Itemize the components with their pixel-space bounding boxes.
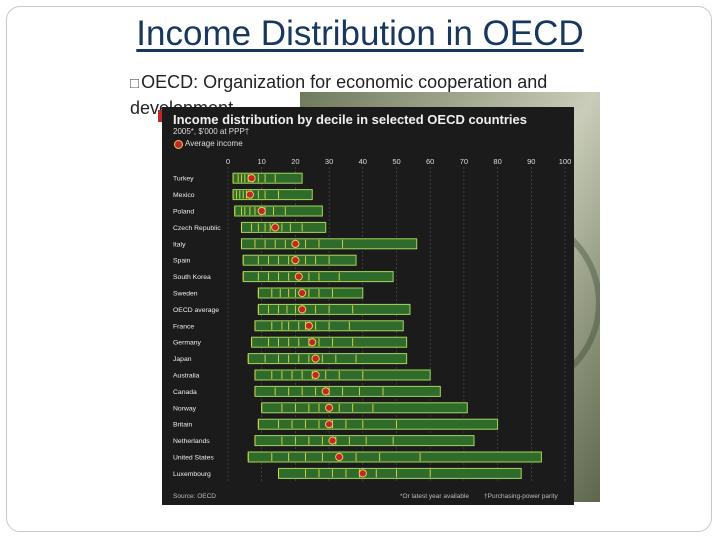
red-tab-marker <box>158 110 162 122</box>
income-bar <box>257 303 411 315</box>
income-bar <box>242 271 394 283</box>
x-tick-label: 60 <box>426 157 434 166</box>
chart-subtitle: 2005*, $'000 at PPP† <box>173 127 250 136</box>
income-bar <box>257 287 364 299</box>
income-bar <box>261 402 468 414</box>
x-tick-label: 0 <box>226 157 230 166</box>
average-income-marker <box>311 354 320 363</box>
country-label: Norway <box>173 405 197 412</box>
x-tick-label: 90 <box>527 157 535 166</box>
country-label: France <box>173 323 194 330</box>
country-label: Turkey <box>173 176 194 183</box>
income-bar <box>232 172 303 184</box>
average-income-marker <box>311 370 320 380</box>
average-income-marker <box>358 469 367 478</box>
bullet-glyph: □ <box>130 75 140 92</box>
average-income-marker <box>298 288 307 298</box>
income-bar <box>242 254 357 266</box>
average-income-marker <box>294 272 303 281</box>
income-bar <box>234 205 323 217</box>
country-label: Spain <box>173 258 191 265</box>
income-bar <box>247 451 542 463</box>
average-income-marker <box>321 387 330 396</box>
x-tick-label: 20 <box>291 157 299 166</box>
x-tick-label: 70 <box>460 157 468 166</box>
average-income-marker <box>304 321 313 330</box>
average-income-marker <box>257 206 266 216</box>
country-label: Britain <box>173 422 192 429</box>
country-label: Japan <box>173 356 192 363</box>
average-income-marker <box>247 174 256 183</box>
income-bar <box>251 336 408 348</box>
chart-panel: Income distribution by decile in selecte… <box>162 107 574 505</box>
slide-frame <box>6 6 712 532</box>
footnote-ppp: †Purchasing-power parity <box>484 493 558 500</box>
average-income-marker <box>271 223 280 232</box>
legend-label: Average income <box>185 139 243 148</box>
x-tick-label: 80 <box>493 157 501 166</box>
chart-title: Income distribution by decile in selecte… <box>173 112 527 127</box>
average-income-marker <box>298 305 307 314</box>
country-label: Luxembourg <box>173 471 211 478</box>
average-income-marker <box>325 420 334 429</box>
footnote-latest-year: *Or latest year available <box>400 493 470 500</box>
income-bar <box>247 353 408 365</box>
average-income-marker <box>245 190 255 199</box>
average-income-marker <box>308 338 317 347</box>
x-tick-label: 10 <box>258 157 266 166</box>
country-label: Mexico <box>173 192 195 199</box>
country-label: Czech Republic <box>173 225 221 232</box>
country-label: Sweden <box>173 291 198 298</box>
income-bar <box>278 467 522 479</box>
income-bar <box>257 418 499 430</box>
x-tick-label: 30 <box>325 157 333 166</box>
average-income-marker <box>328 436 337 445</box>
slide-title: Income Distribution in OECD <box>136 14 584 53</box>
country-label: Netherlands <box>173 438 210 445</box>
income-bar <box>240 238 418 250</box>
chart-plot: 0 10 20 30 40 50 60 70 80 90 100 Turkey Mexico Poland… <box>173 157 572 482</box>
income-bar <box>254 369 431 381</box>
x-tick-label: 100 <box>559 157 572 166</box>
country-label: Poland <box>173 209 194 216</box>
country-label: Italy <box>173 241 186 248</box>
average-income-marker <box>325 403 334 412</box>
income-bar <box>254 385 441 397</box>
average-income-marker <box>335 452 344 462</box>
income-bar <box>232 189 313 201</box>
average-income-marker <box>291 239 300 248</box>
legend-marker <box>174 140 183 149</box>
income-bar <box>240 221 327 233</box>
country-label: United States <box>173 455 214 462</box>
income-bar <box>254 435 475 447</box>
country-label: Germany <box>173 340 202 347</box>
country-label: Australia <box>173 373 200 380</box>
country-label: South Korea <box>173 274 211 281</box>
average-income-marker <box>291 256 300 265</box>
country-label: Canada <box>173 389 197 396</box>
source-note: Source: OECD <box>173 493 216 500</box>
x-tick-label: 40 <box>359 157 367 166</box>
x-tick-label: 50 <box>392 157 400 166</box>
country-label: OECD average <box>173 307 219 314</box>
